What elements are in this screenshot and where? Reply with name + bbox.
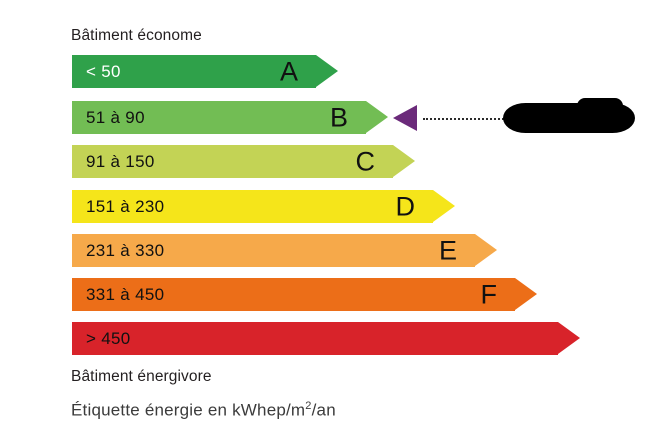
- bar-body: [72, 278, 515, 311]
- bar-range-label: 331 à 450: [86, 285, 165, 304]
- bar-body: [72, 145, 393, 178]
- bar-arrow-tip: [515, 278, 537, 310]
- rating-connector-dotted-line: [423, 117, 507, 120]
- energy-class-bar-e: 231 à 330 E: [72, 234, 497, 267]
- efficient-building-label: Bâtiment économe: [71, 27, 202, 44]
- unit-caption-suffix: /an: [311, 400, 336, 420]
- bar-class-letter-d: D: [395, 191, 416, 221]
- bar-class-letter-e: E: [438, 235, 457, 265]
- bar-arrow-tip: [475, 234, 497, 266]
- unit-caption-prefix: Étiquette énergie en kWhep/m: [71, 400, 306, 420]
- bar-class-letter-f: F: [480, 279, 498, 309]
- energy-class-bar-d: 151 à 230 D: [72, 190, 455, 223]
- energy-class-bar-g: > 450: [72, 322, 580, 355]
- bar-body: [72, 101, 366, 134]
- bar-class-letter-b: B: [329, 102, 348, 132]
- inefficient-building-label: Bâtiment énergivore: [71, 368, 212, 385]
- unit-caption-exponent: 2: [305, 400, 312, 412]
- rating-pointer-triangle-icon: [393, 104, 417, 131]
- bar-range-label: < 50: [86, 62, 121, 81]
- bar-class-letter-a: A: [279, 56, 298, 86]
- bar-body: [72, 322, 558, 355]
- bar-range-label: 51 à 90: [86, 108, 145, 127]
- bar-arrow-tip: [558, 322, 580, 354]
- bar-arrow-tip: [316, 55, 338, 87]
- unit-caption: Étiquette énergie en kWhep/m2/an: [71, 400, 336, 421]
- bar-arrow-tip: [433, 190, 455, 222]
- bar-range-label: 231 à 330: [86, 241, 165, 260]
- bar-range-label: 151 à 230: [86, 197, 165, 216]
- energy-class-bar-f: 331 à 450 F: [72, 278, 537, 311]
- energy-class-bar-c: 91 à 150 C: [72, 145, 415, 178]
- bar-arrow-tip: [393, 145, 415, 177]
- bar-body: [72, 55, 316, 88]
- bar-body: [72, 234, 475, 267]
- bar-class-letter-c: C: [355, 146, 376, 176]
- bar-range-label: 91 à 150: [86, 152, 155, 171]
- bar-range-label: > 450: [86, 329, 131, 348]
- redacted-value-blob: [503, 97, 635, 133]
- bar-body: [72, 190, 433, 223]
- bar-arrow-tip: [366, 101, 388, 133]
- energy-class-bar-b: 51 à 90 B: [72, 101, 388, 134]
- energy-class-bar-a: < 50 A: [72, 55, 338, 88]
